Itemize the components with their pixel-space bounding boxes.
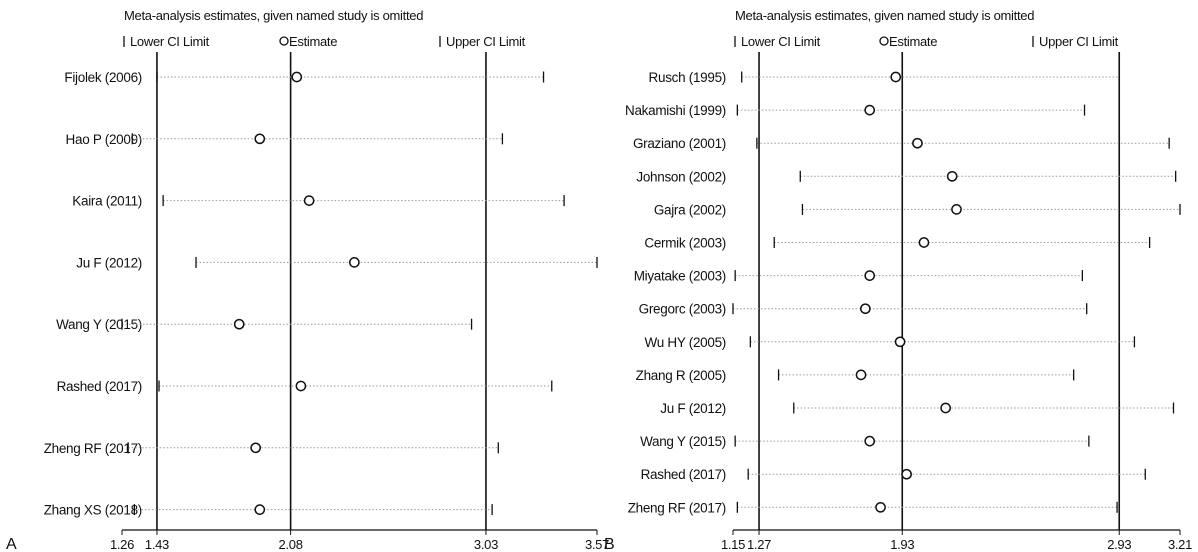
study-label: Rashed (2017) <box>641 467 726 482</box>
estimate-point <box>291 71 303 83</box>
study-row: Kaira (2011) <box>72 194 565 209</box>
study-label: Wu HY (2005) <box>645 335 726 350</box>
estimate-point <box>940 402 952 414</box>
legend-lower-label: Lower CI Limit <box>130 34 210 49</box>
study-row: Cermik (2003) <box>644 236 1151 251</box>
estimate-point <box>349 257 360 268</box>
estimate-point <box>875 501 886 513</box>
study-label: Zhang XS (2018) <box>44 503 142 518</box>
x-tick-label: 1.27 <box>747 537 771 552</box>
x-tick-label: 3.57 <box>585 537 609 552</box>
legend-estimate-marker <box>879 36 889 46</box>
forest-panel-b: Meta-analysis estimates, given named stu… <box>604 8 1192 552</box>
chart-title: Meta-analysis estimates, given named stu… <box>124 8 423 23</box>
study-label: Wang Y (2015) <box>56 317 142 332</box>
legend-estimate-label: Estimate <box>889 34 937 49</box>
panel-label: A <box>6 536 17 552</box>
x-tick-label: 1.26 <box>110 537 134 552</box>
study-label: Graziano (2001) <box>633 136 726 151</box>
study-row: Johnson (2002) <box>636 169 1177 184</box>
estimate-point <box>254 133 266 145</box>
x-tick-label: 2.08 <box>279 537 303 552</box>
study-row: Gajra (2002) <box>654 202 1181 217</box>
estimate-point <box>864 270 876 281</box>
study-label: Ju F (2012) <box>660 401 726 416</box>
study-row: Zhang XS (2018) <box>44 503 493 518</box>
study-label: Miyatake (2003) <box>634 269 726 284</box>
estimate-point <box>864 104 876 116</box>
estimate-point <box>860 303 871 315</box>
legend-estimate-label: Estimate <box>289 34 337 49</box>
study-label: Zheng RF (2017) <box>628 500 726 515</box>
legend-lower-label: Lower CI Limit <box>741 34 821 49</box>
study-row: Rashed (2017) <box>641 467 1146 482</box>
estimate-point <box>894 336 906 348</box>
estimate-point <box>254 504 266 515</box>
study-label: Cermik (2003) <box>644 236 726 251</box>
legend-estimate-marker <box>279 36 289 46</box>
study-label: Rashed (2017) <box>57 379 142 394</box>
study-row: Fijolek (2006) <box>64 70 545 85</box>
study-label: Zheng RF (2017) <box>44 441 142 456</box>
estimate-point <box>855 369 867 381</box>
study-row: Zhang R (2005) <box>636 368 1075 383</box>
estimate-point <box>295 380 307 392</box>
estimate-point <box>901 468 912 480</box>
study-row: Rashed (2017) <box>57 379 553 394</box>
estimate-point <box>250 442 262 454</box>
study-row: Ju F (2012) <box>660 401 1175 416</box>
study-label: Wang Y (2015) <box>640 434 726 449</box>
estimate-point <box>918 237 930 248</box>
x-tick-label: 3.21 <box>1168 537 1192 552</box>
study-label: Zhang R (2005) <box>636 368 726 383</box>
study-row: Miyatake (2003) <box>634 269 1084 284</box>
study-row: Gregorc (2003) <box>639 302 1088 317</box>
study-label: Nakamishi (1999) <box>625 103 726 118</box>
study-label: Hao P (2009) <box>66 132 142 147</box>
study-row: Nakamishi (1999) <box>625 103 1086 118</box>
study-row: Zheng RF (2017) <box>628 500 1118 515</box>
study-row: Zheng RF (2017) <box>44 441 499 456</box>
study-label: Gregorc (2003) <box>639 302 726 317</box>
study-label: Johnson (2002) <box>636 169 726 184</box>
x-tick-label: 2.93 <box>1107 537 1131 552</box>
panel-label: B <box>604 536 615 552</box>
study-row: Rusch (1995) <box>649 70 1120 85</box>
estimate-point <box>946 170 958 182</box>
x-tick-label: 3.03 <box>474 537 498 552</box>
study-row: Wang Y (2015) <box>56 317 473 332</box>
study-label: Rusch (1995) <box>649 70 726 85</box>
estimate-point <box>864 435 876 447</box>
estimate-point <box>890 71 902 83</box>
estimate-point <box>912 137 923 149</box>
chart-title: Meta-analysis estimates, given named stu… <box>735 8 1034 23</box>
x-tick-label: 1.93 <box>890 537 914 552</box>
forest-panel-a: Meta-analysis estimates, given named stu… <box>6 8 609 552</box>
study-label: Gajra (2002) <box>654 202 726 217</box>
study-label: Ju F (2012) <box>76 255 142 270</box>
study-label: Fijolek (2006) <box>64 70 142 85</box>
study-row: Wu HY (2005) <box>645 335 1136 350</box>
x-tick-label: 1.43 <box>145 537 169 552</box>
study-label: Kaira (2011) <box>72 194 142 209</box>
legend-upper-label: Upper CI Limit <box>1039 34 1119 49</box>
study-row: Graziano (2001) <box>633 136 1170 151</box>
x-tick-label: 1.15 <box>721 537 745 552</box>
legend-upper-label: Upper CI Limit <box>446 34 526 49</box>
study-row: Wang Y (2015) <box>640 434 1090 449</box>
estimate-point <box>951 204 962 215</box>
estimate-point <box>303 195 315 206</box>
study-row: Hao P (2009) <box>66 132 504 147</box>
study-row: Ju F (2012) <box>76 255 598 270</box>
estimate-point <box>233 318 245 330</box>
